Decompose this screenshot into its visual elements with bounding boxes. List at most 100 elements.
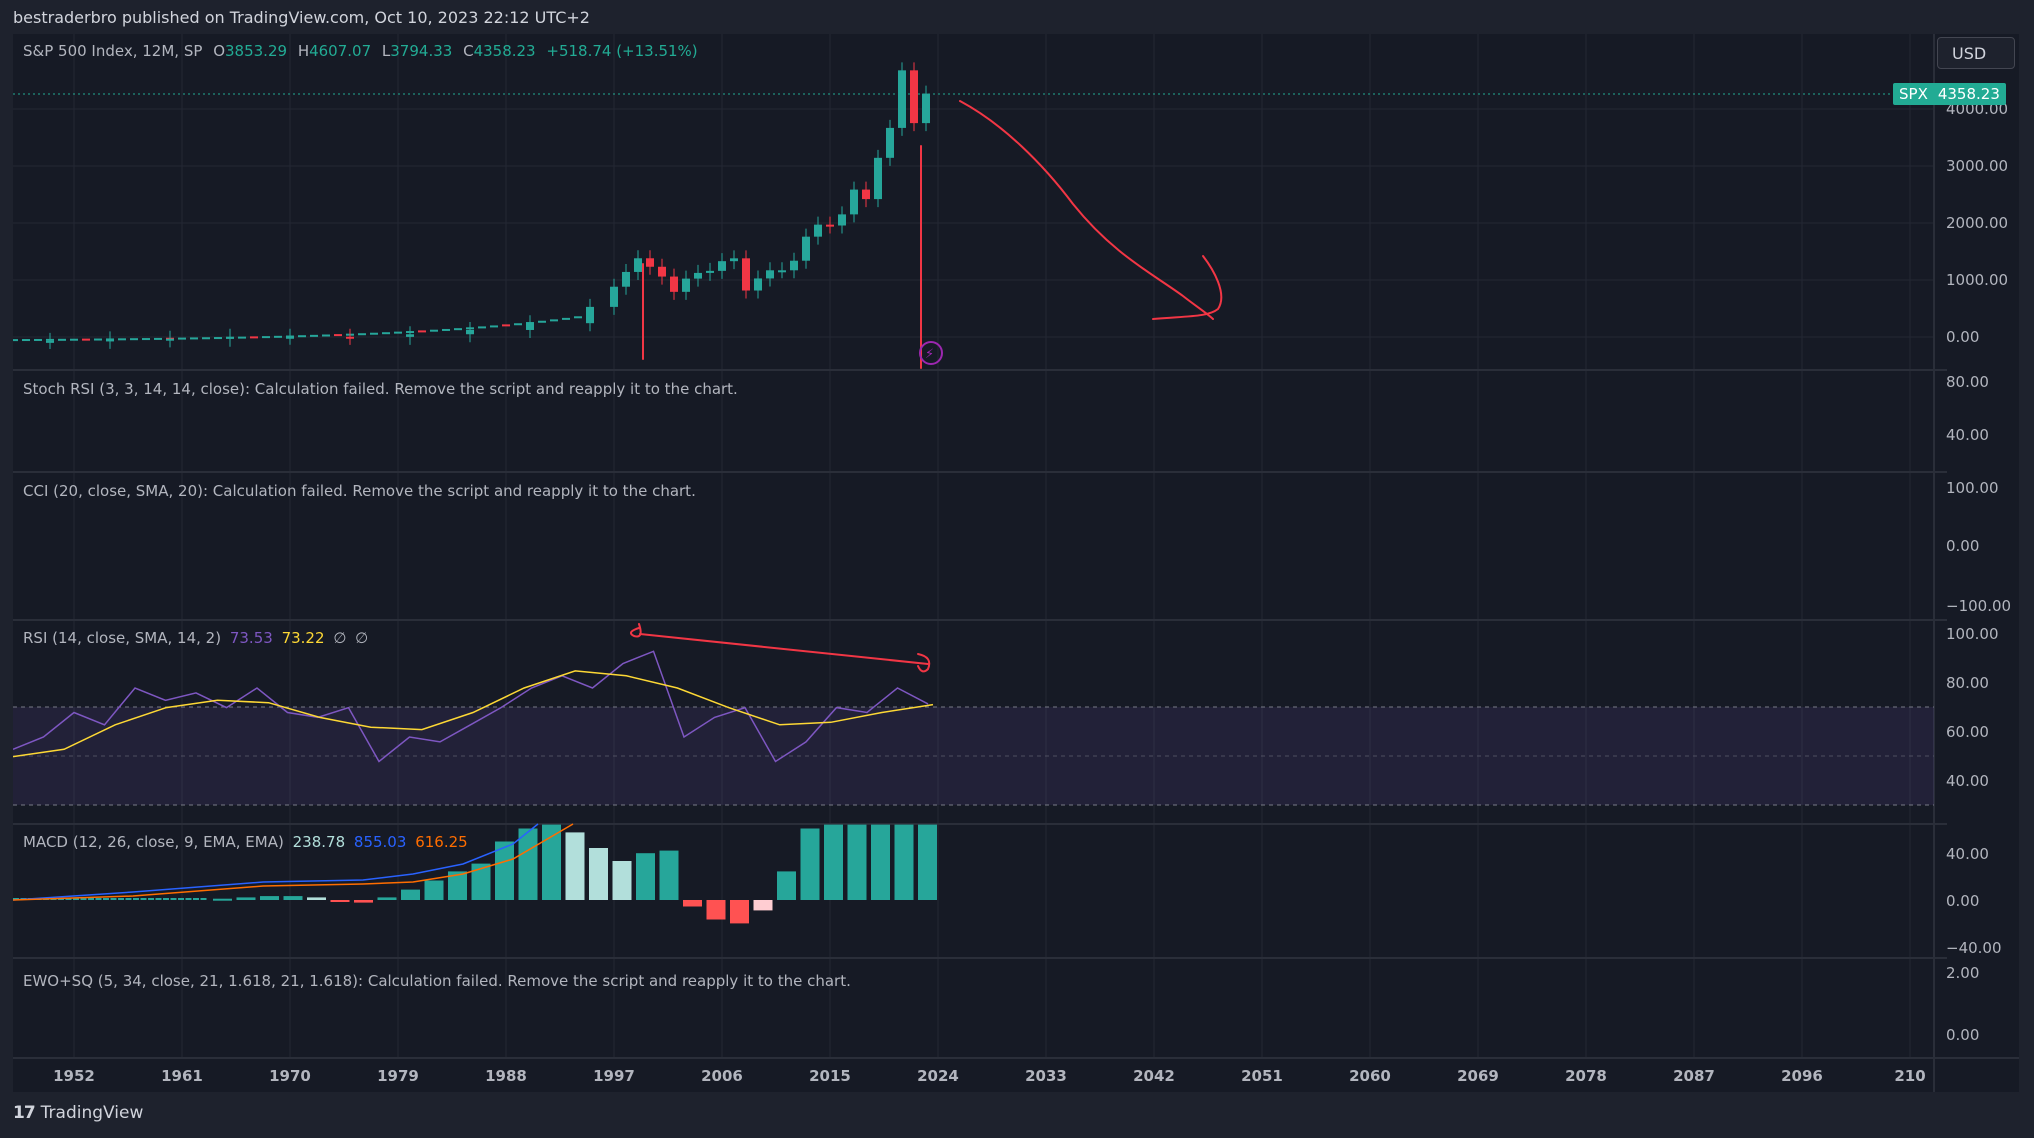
macd-label: MACD (12, 26, close, 9, EMA, EMA) [23,833,284,851]
candle [238,336,246,339]
pane-axis-label: 60.00 [1946,723,1989,741]
price-badge-value: 4358.23 [1937,85,2000,103]
candle [706,270,714,273]
candle [670,276,678,292]
tradingview-logo-icon: 17 [13,1103,36,1123]
candle [526,323,534,330]
pane-axis-label: 0.00 [1946,1026,1979,1044]
pane-axis-label: 40.00 [1946,426,1989,444]
macd-bar [589,848,608,900]
cci-legend[interactable]: CCI (20, close, SMA, 20): Calculation fa… [23,482,696,500]
macd-bar-small [65,898,72,900]
down-arrow-drawing [959,100,1214,320]
macd-bar-small [185,898,192,900]
signal-value: 616.25 [415,833,468,851]
candle [358,333,366,336]
change-value: +518.74 (+13.51%) [546,42,698,60]
time-axis-label: 2051 [1241,1067,1283,1085]
chart-canvas[interactable]: ⚡ 4000.003000.002000.001000.000.0080.004… [13,34,2019,1092]
price-badge: SPX 4358.23 [1893,83,2006,105]
macd-bar [659,850,679,900]
macd-bar [730,900,749,924]
time-axis-label: 2033 [1025,1067,1067,1085]
candle [250,336,258,339]
candle [178,337,186,340]
macd-bar [377,897,397,900]
publisher-bar: bestraderbro published on TradingView.co… [0,0,2034,34]
currency-button[interactable]: USD [1937,37,2015,69]
low-label: L [381,42,391,60]
candle [514,323,522,326]
macd-bar [471,863,491,900]
rsi-line [13,650,929,763]
rsi-legend[interactable]: RSI (14, close, SMA, 14, 2) 73.53 73.22 … [23,629,368,647]
open-value: 3853.29 [225,42,288,60]
macd-bar [800,828,820,900]
candle [13,339,18,342]
candle [70,338,78,341]
price-axis-label: 1000.00 [1946,271,2008,289]
candle [490,325,498,328]
candle [538,320,546,323]
macd-bar [706,900,726,920]
pane-axis-label: 80.00 [1946,373,1989,391]
macd-legend[interactable]: MACD (12, 26, close, 9, EMA, EMA) 238.78… [23,833,468,851]
rsi-mark-left [629,623,642,638]
user-drawings [629,100,1223,673]
rsi-empty-1: ∅ [333,629,347,647]
macd-bar [236,897,256,900]
close-value: 4358.23 [473,42,536,60]
candle [898,70,906,128]
candle [874,157,882,200]
macd-bar-small [13,898,19,900]
macd-bar-small [118,898,124,900]
pane-axis-label: 100.00 [1946,625,1999,643]
candle [610,286,618,307]
pane-axis-label: −100.00 [1946,597,2011,615]
rsi-label: RSI (14, close, SMA, 14, 2) [23,629,222,647]
pane-axis-label: 0.00 [1946,537,1979,555]
grid-lines [13,34,1934,1058]
rsi-sma-value: 73.22 [281,629,325,647]
candle [778,270,786,273]
candle [694,272,702,279]
axis-labels: 4000.003000.002000.001000.000.0080.0040.… [1946,100,2011,1044]
candle [790,260,798,271]
macd-bar-small [170,898,177,900]
macd-bar [354,900,373,903]
candle [58,338,66,341]
rsi-sma-line [13,670,934,758]
macd-bar [330,900,350,902]
macd-bar [495,841,514,900]
time-axis-label: 1979 [377,1067,419,1085]
candle [766,270,774,279]
footer-bar: 17 TradingView [0,1092,2034,1138]
macd-bar [636,853,655,900]
macd-value: 855.03 [353,833,407,851]
candle [262,336,270,339]
tradingview-logo[interactable]: 17 TradingView [13,1103,143,1123]
candle [142,338,150,341]
stoch-rsi-legend[interactable]: Stoch RSI (3, 3, 14, 14, close): Calcula… [23,380,738,398]
pane-axis-label: 80.00 [1946,674,1989,692]
symbol-legend: S&P 500 Index, 12M, SP O3853.29 H4607.07… [23,42,698,60]
macd-bar-small [193,898,199,900]
candle [46,340,54,343]
macd-bar [518,828,538,900]
ewo-legend[interactable]: EWO+SQ (5, 34, close, 21, 1.618, 21, 1.6… [23,972,851,990]
macd-bar [542,824,561,900]
rsi-value: 73.53 [229,629,273,647]
time-axis-label: 2078 [1565,1067,1607,1085]
pane-axis-label: 0.00 [1946,892,1979,910]
candle [106,339,114,342]
macd-bar [753,900,773,911]
symbol-title: S&P 500 Index, 12M, SP [23,42,203,60]
low-value: 3794.33 [390,42,453,60]
macd-bar-small [80,898,87,900]
time-axis-label: 1970 [269,1067,311,1085]
macd-bar-small [95,898,102,900]
macd-histogram [13,824,937,924]
chart-area[interactable]: ⚡ 4000.00 3000.00 2000.00 1000.00 0.00 80.00 4… [13,34,2019,1092]
time-axis-label: 2060 [1349,1067,1391,1085]
macd-bar-small [200,898,207,900]
